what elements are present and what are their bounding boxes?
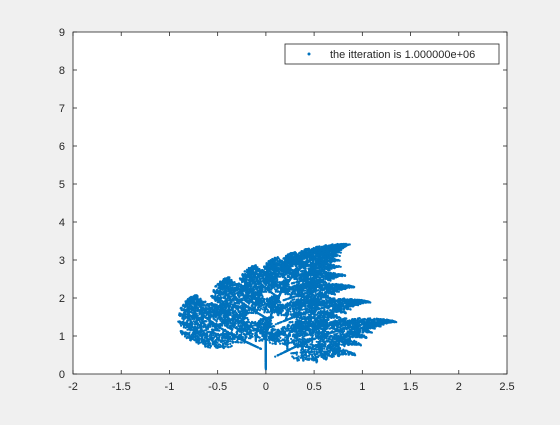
data-point <box>314 291 317 294</box>
data-point <box>268 341 272 344</box>
data-point <box>323 347 326 350</box>
data-point <box>314 343 318 347</box>
data-points <box>177 242 398 371</box>
data-point <box>274 323 277 326</box>
data-point <box>271 342 274 345</box>
data-point <box>342 348 345 351</box>
data-point <box>295 316 298 319</box>
data-point <box>338 254 341 258</box>
data-point <box>216 294 219 297</box>
data-point <box>289 310 292 313</box>
data-point <box>306 333 309 336</box>
data-point <box>230 344 233 348</box>
data-point <box>246 316 249 320</box>
data-point <box>297 341 300 344</box>
data-point <box>341 328 344 331</box>
data-point <box>290 337 293 340</box>
data-point <box>339 265 342 268</box>
data-point <box>274 355 277 358</box>
data-point <box>283 314 286 317</box>
data-point <box>279 336 282 339</box>
axes-background <box>73 32 507 374</box>
data-point <box>329 309 332 312</box>
data-point <box>186 319 189 322</box>
data-point <box>263 267 266 270</box>
data-point <box>305 354 308 357</box>
data-point <box>283 340 287 344</box>
data-point <box>311 340 314 344</box>
data-point <box>222 296 225 299</box>
data-point <box>252 311 255 315</box>
data-point <box>229 340 232 343</box>
data-point <box>217 339 220 342</box>
data-point <box>212 334 215 337</box>
data-point <box>261 308 264 311</box>
